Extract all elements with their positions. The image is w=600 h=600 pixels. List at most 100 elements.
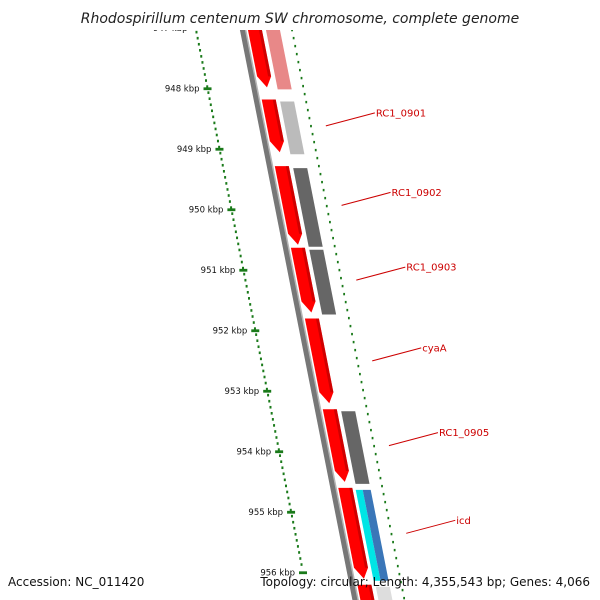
guide-dot [349,324,352,328]
ruler-dot [282,472,285,476]
guide-dot [300,76,303,80]
guide-dot [371,436,374,440]
ruler-dot [250,309,253,312]
feature-track [262,12,393,600]
gene-arrow[interactable] [304,318,334,404]
guide-dot [373,444,376,448]
gene-track [244,10,375,600]
feature-box [341,411,370,484]
ruler-dot [227,194,230,197]
guide-dot [381,484,383,488]
guide-dot [374,452,377,456]
ruler-dot [244,278,247,282]
gene-label[interactable]: RC1_0901 [376,108,426,119]
guide-dot [347,316,350,320]
guide-dot [379,476,382,480]
ruler-dot [249,303,252,306]
gene-label[interactable]: RC1_0905 [439,428,489,439]
guide-dot [303,92,306,96]
guide-dot [360,380,363,384]
guide-dot [344,300,347,304]
ruler-dot [233,224,236,228]
ruler-dot [265,387,268,391]
guide-dot [393,548,396,552]
gene-arrow[interactable] [322,409,349,482]
gene-label[interactable]: RC1_0902 [392,188,442,199]
gene-arrow[interactable] [261,99,284,153]
guide-dot [352,340,355,344]
guide-dot [351,332,353,336]
ruler-dot [290,514,293,518]
gene-arrow-edge [272,99,284,142]
guide-dot [338,268,341,272]
gene-label[interactable]: RC1_0903 [406,263,456,274]
gene-label[interactable]: cyaA [422,343,447,354]
ruler-dot [208,97,211,100]
guide-dot [325,204,328,208]
ruler-dot [269,405,272,409]
ruler-dot [215,133,218,137]
guide-dot [343,292,346,296]
ruler-dot [296,545,299,548]
ruler-dot [224,176,227,179]
ruler-dot [243,272,246,276]
gene-label[interactable]: icd [456,516,471,527]
tick-label: 955 kbp [248,508,283,518]
ruler-dot [284,484,287,488]
ruler-dot [292,520,295,524]
ruler-dot [258,351,261,355]
ruler-tick [275,450,284,454]
guide-dot [387,516,390,520]
guide-dot [308,116,311,120]
gene-arrow[interactable] [290,247,316,313]
ruler-tick [287,510,296,514]
ruler-dot [294,533,297,536]
ruler-dot [238,248,241,252]
ruler-dot [216,139,219,143]
guide-dot [324,196,327,200]
guide-dot [377,468,380,472]
topology-text: Topology: circular; Length: 4,355,543 bp… [259,575,590,589]
tick-label: 953 kbp [225,387,260,397]
guide-dot [368,420,371,424]
tick-label: 950 kbp [189,206,224,216]
ruler-dot [221,163,224,167]
ruler-dot [237,242,240,246]
guide-dot [302,84,304,88]
guide-dot [363,396,366,400]
gene-arrow[interactable] [274,166,303,245]
ruler-dot [276,442,279,445]
ruler-dot [206,85,209,88]
guide-dot [354,348,357,352]
guide-dot [311,132,314,136]
guide-dot [385,508,388,512]
guide-dot [314,148,317,152]
ruler-dot [273,424,276,427]
guide-dot [341,284,344,288]
ruler-dot [226,188,229,191]
gene-arrow[interactable] [338,487,368,579]
guide-dot [310,124,312,128]
feature-box [355,489,381,581]
ruler-dot [281,466,284,470]
feature-box [375,586,393,600]
tick-label: 949 kbp [177,145,212,155]
backbone-line [233,0,359,600]
gene-arrow-edge [285,166,303,234]
guide-dot [305,100,308,104]
ruler-dot [201,61,204,64]
guide-dot [332,236,334,240]
ruler-dot [209,103,212,107]
ruler-dot [218,145,221,149]
guide-dot [322,188,325,192]
guide-dot [295,52,298,56]
ruler-dot [267,393,270,397]
ruler-dot [270,412,273,415]
accession-text: Accession: NC_011420 [8,575,144,589]
title-background [0,0,600,30]
guide-dot [376,460,379,464]
ruler-dot [202,67,205,70]
